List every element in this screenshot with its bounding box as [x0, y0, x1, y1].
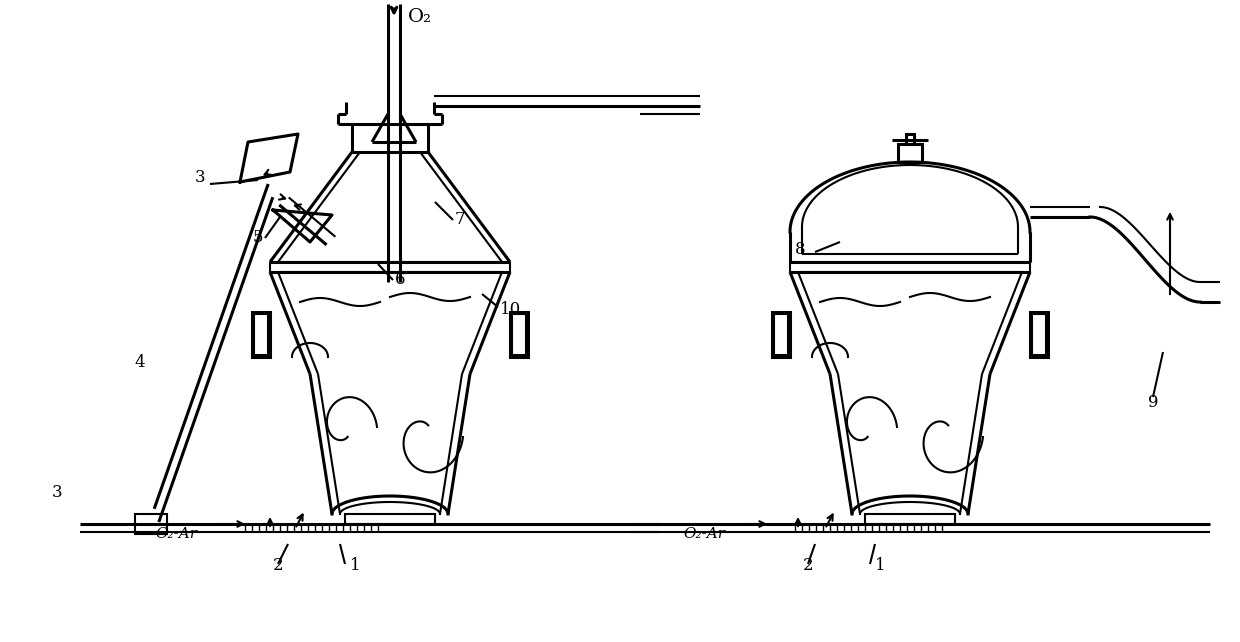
Text: 1: 1	[350, 557, 361, 574]
Bar	[135, 514, 167, 534]
Text: 9: 9	[1148, 394, 1158, 411]
Text: 2: 2	[802, 557, 813, 574]
Text: 10: 10	[500, 301, 521, 318]
Text: O₂-Ar: O₂-Ar	[683, 527, 725, 541]
Text: 6: 6	[396, 271, 405, 288]
Text: 8: 8	[795, 241, 805, 258]
Text: 7: 7	[455, 211, 466, 228]
Text: 1: 1	[874, 557, 885, 574]
Bar	[898, 144, 923, 162]
Bar	[510, 312, 528, 357]
Text: 5: 5	[253, 229, 263, 246]
Bar	[774, 314, 787, 355]
Text: 4: 4	[135, 354, 145, 371]
Bar	[254, 314, 268, 355]
Bar	[512, 314, 526, 355]
Bar	[866, 514, 955, 524]
Bar	[1032, 314, 1047, 355]
Bar	[906, 134, 914, 144]
Bar	[252, 312, 270, 357]
Text: O₂: O₂	[408, 8, 432, 26]
Text: O₂-Ar: O₂-Ar	[155, 527, 197, 541]
Bar	[773, 312, 790, 357]
Bar	[345, 514, 435, 524]
Text: 3: 3	[52, 484, 62, 501]
Text: 3: 3	[195, 169, 206, 186]
Text: 2: 2	[273, 557, 283, 574]
Bar	[1030, 312, 1048, 357]
